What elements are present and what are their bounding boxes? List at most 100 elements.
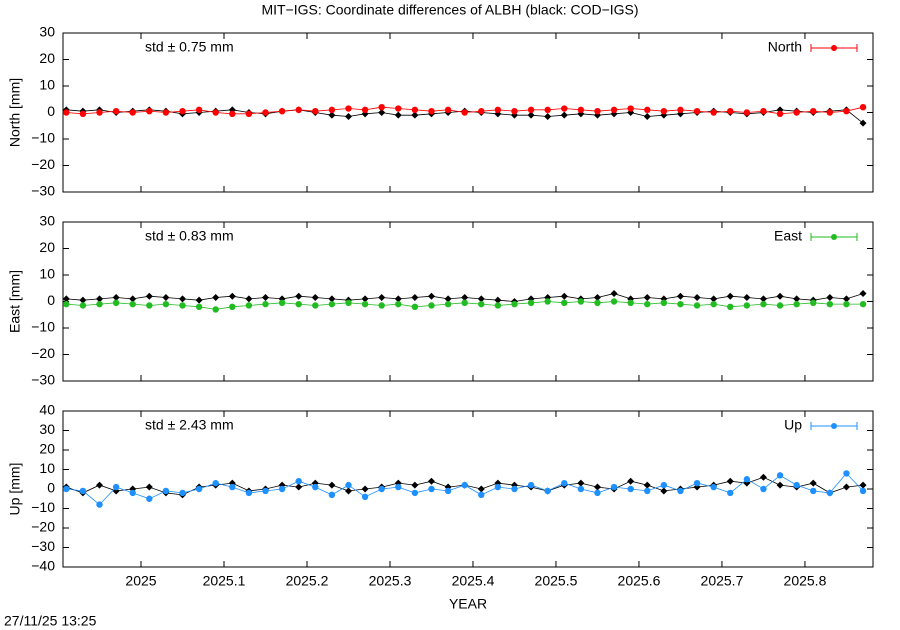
point — [262, 487, 269, 495]
y-tick-label: 0 — [47, 292, 55, 308]
point — [229, 303, 236, 310]
point — [643, 481, 651, 489]
point — [842, 295, 850, 303]
y-tick-label: 30 — [39, 213, 55, 229]
point — [759, 473, 767, 481]
point — [594, 489, 601, 497]
point — [328, 481, 336, 489]
point — [295, 478, 302, 485]
point — [328, 491, 336, 499]
point — [427, 292, 435, 300]
point — [494, 302, 502, 309]
point — [760, 485, 767, 493]
legend-label: North — [768, 39, 802, 55]
y-tick-label: −20 — [31, 345, 55, 361]
point — [295, 292, 303, 300]
point — [361, 485, 369, 493]
point — [428, 107, 435, 115]
point — [527, 106, 535, 114]
y-axis-label: East [mm] — [7, 270, 23, 333]
point — [278, 485, 286, 493]
point — [195, 303, 203, 310]
point — [162, 294, 170, 302]
point — [809, 479, 817, 487]
point — [760, 107, 767, 115]
y-tick-label: 10 — [39, 460, 55, 476]
point — [494, 296, 502, 304]
point — [145, 483, 153, 491]
y-tick-label: 20 — [39, 441, 55, 457]
point — [527, 299, 535, 307]
point — [179, 489, 186, 497]
point — [229, 110, 236, 118]
point — [561, 105, 568, 112]
point — [859, 300, 867, 308]
point — [644, 487, 651, 495]
point — [212, 479, 219, 487]
point — [843, 470, 850, 477]
point — [677, 300, 684, 308]
point — [478, 300, 485, 308]
point — [344, 112, 352, 120]
point — [677, 487, 684, 495]
point — [760, 300, 767, 308]
point — [843, 107, 850, 115]
point — [394, 295, 402, 303]
point — [79, 296, 87, 304]
x-tick-label: 2025.1 — [203, 573, 246, 589]
point — [378, 109, 386, 116]
point — [478, 491, 485, 499]
point — [96, 109, 103, 116]
point — [477, 485, 485, 493]
point — [627, 485, 634, 493]
point — [859, 119, 867, 127]
y-tick-label: −30 — [31, 183, 55, 199]
point — [63, 485, 70, 493]
point — [527, 481, 535, 489]
y-tick-label: 10 — [39, 266, 55, 282]
annotation: std ± 0.83 mm — [145, 228, 234, 244]
point — [660, 299, 668, 307]
point — [295, 483, 303, 491]
point — [610, 483, 618, 491]
point — [759, 295, 767, 303]
point — [461, 481, 468, 489]
point — [212, 306, 219, 313]
point — [378, 104, 385, 111]
point — [776, 292, 784, 300]
y-tick-label: 0 — [47, 103, 55, 119]
point — [444, 487, 452, 495]
point — [461, 299, 468, 307]
point — [146, 302, 153, 309]
point — [826, 489, 834, 497]
x-tick-label: 2025.5 — [535, 573, 578, 589]
point — [96, 501, 103, 508]
point — [146, 107, 153, 115]
point — [660, 487, 668, 495]
y-axis-label: North [mm] — [7, 78, 23, 147]
point — [79, 302, 87, 309]
annotation: std ± 2.43 mm — [145, 417, 234, 433]
point — [179, 295, 187, 303]
y-tick-label: 20 — [39, 50, 55, 66]
point — [96, 295, 104, 303]
point — [693, 479, 701, 487]
point — [361, 295, 369, 303]
point — [544, 487, 551, 495]
point — [511, 300, 518, 308]
x-tick-label: 2025 — [125, 573, 156, 589]
point — [63, 109, 70, 116]
x-tick-label: 2025.8 — [784, 573, 827, 589]
point — [179, 107, 186, 115]
point — [79, 110, 87, 118]
point — [195, 106, 203, 114]
legend-swatch — [831, 423, 837, 429]
y-tick-label: 40 — [39, 402, 55, 418]
point — [428, 302, 435, 309]
point — [427, 477, 435, 485]
point — [560, 292, 568, 300]
point — [145, 292, 153, 300]
point — [660, 107, 668, 115]
